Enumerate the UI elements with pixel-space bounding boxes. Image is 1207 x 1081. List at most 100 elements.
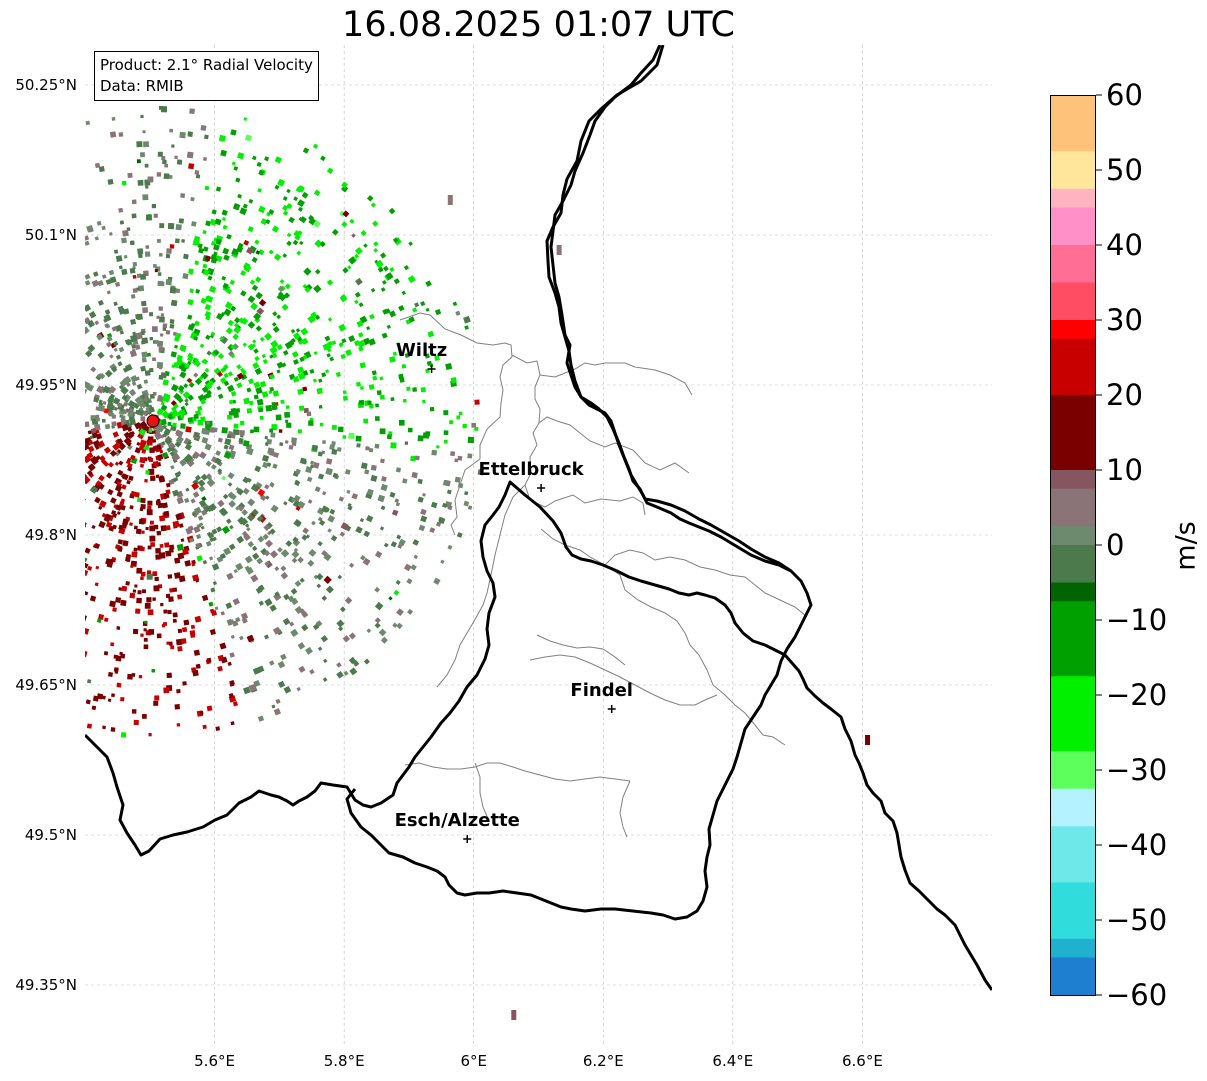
echo-pixel (175, 224, 182, 231)
echo-pixel (125, 554, 132, 560)
echo-pixel (116, 481, 121, 486)
echo-pixel (135, 422, 142, 429)
echo-pixel (195, 288, 201, 294)
echo-pixel (174, 336, 180, 342)
echo-pixel (298, 216, 303, 222)
echo-pixel (184, 560, 192, 567)
echo-pixel (147, 545, 152, 550)
echo-pixel (455, 310, 461, 316)
echo-pixel (97, 279, 104, 287)
echo-pixel (110, 727, 116, 732)
echo-pixel (211, 563, 220, 571)
echo-pixel (143, 644, 149, 650)
place-marker (427, 365, 436, 373)
echo-pixel (162, 502, 168, 509)
echo-pixel (321, 450, 326, 455)
lat-tick-label: 50.25°N (15, 76, 77, 94)
echo-pixel (314, 239, 323, 248)
echo-pixel (87, 463, 96, 472)
echo-pixel (320, 635, 329, 643)
echo-pixel (132, 261, 138, 267)
echo-pixel (94, 496, 101, 504)
echo-pixel (118, 524, 124, 531)
echo-pixel (384, 308, 391, 314)
echo-pixel (93, 271, 99, 277)
radar-map[interactable] (85, 45, 992, 1045)
echo-pixel (120, 498, 126, 504)
place-marker (537, 484, 546, 492)
colorbar-band (1050, 826, 1096, 846)
echo-pixel (239, 430, 245, 436)
echo-pixel (85, 235, 90, 241)
echo-pixel (189, 630, 196, 636)
echo-pixel (258, 249, 265, 256)
echo-pixel (268, 450, 275, 456)
echo-pixel (85, 240, 90, 246)
echo-pixel (233, 166, 239, 171)
echo-pixel (108, 404, 115, 411)
echo-pixel (269, 660, 275, 666)
echo-pixel (162, 379, 169, 386)
echo-pixel (149, 336, 153, 341)
echo-pixel (85, 326, 90, 335)
echo-pixel (258, 169, 265, 176)
echo-pixel (309, 417, 314, 422)
echo-pixel (404, 441, 409, 445)
echo-pixel (171, 452, 181, 462)
echo-pixel (156, 633, 162, 639)
echo-pixel (182, 681, 187, 686)
echo-pixel (167, 609, 172, 615)
echo-pixel (140, 365, 147, 372)
map-area[interactable] (85, 45, 992, 1045)
echo-pixel (188, 381, 195, 388)
echo-pixel (125, 581, 130, 586)
echo-pixel (98, 166, 105, 173)
echo-pixel (176, 543, 184, 551)
echo-pixel (269, 604, 277, 612)
echo-pixel (422, 493, 426, 497)
echo-pixel (149, 312, 154, 317)
echo-pixel (363, 530, 370, 538)
echo-pixel (140, 114, 144, 119)
echo-pixel (209, 427, 216, 433)
echo-pixel (114, 670, 119, 674)
colorbar-band (1050, 395, 1096, 415)
echo-pixel (172, 618, 177, 623)
echo-pixel (190, 197, 195, 202)
colorbar-band (1050, 901, 1096, 921)
echo-pixel (259, 380, 267, 388)
echo-pixel (297, 642, 306, 650)
echo-pixel (179, 409, 185, 416)
colorbar-band (1050, 620, 1096, 640)
echo-pixel (213, 243, 220, 251)
echo-pixel (90, 428, 97, 434)
echo-pixel (430, 406, 435, 412)
echo-pixel (148, 629, 155, 635)
echo-pixel (242, 476, 250, 484)
echo-pixel (290, 328, 296, 334)
echo-pixel (286, 203, 293, 210)
echo-pixel (105, 558, 113, 566)
echo-pixel (130, 318, 136, 325)
echo-pixel (147, 500, 153, 506)
echo-pixel (227, 319, 235, 327)
echo-pixel (141, 442, 146, 448)
echo-pixel (253, 394, 259, 400)
echo-pixel (366, 326, 371, 331)
echo-pixel (276, 361, 284, 369)
echo-pixel (233, 429, 240, 436)
echo-pixel (183, 383, 189, 389)
echo-pixel (262, 533, 269, 540)
echo-pixel (316, 387, 323, 395)
echo-pixel (370, 474, 378, 482)
echo-pixel (138, 674, 143, 679)
echo-pixel (96, 414, 100, 418)
echo-pixel (104, 423, 111, 430)
echo-pixel (177, 397, 184, 404)
echo-pixel (232, 597, 240, 606)
echo-pixel (85, 557, 88, 563)
echo-pixel (257, 535, 265, 543)
echo-pixel (115, 596, 122, 604)
echo-pixel (223, 547, 232, 556)
echo-pixel (264, 598, 273, 607)
